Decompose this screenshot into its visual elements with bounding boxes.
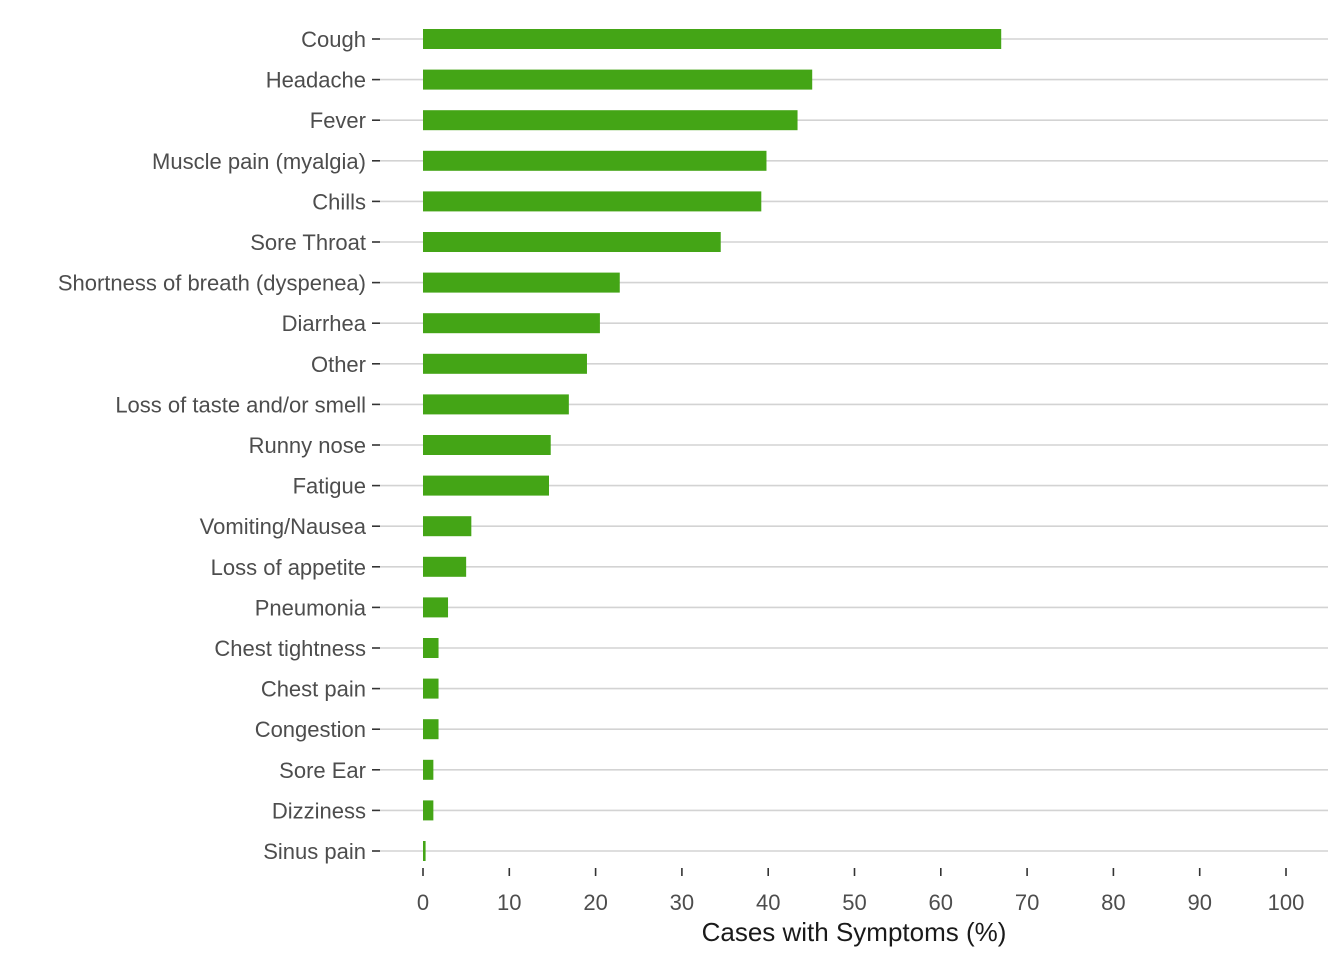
- x-tick-label: 20: [583, 890, 607, 915]
- category-label: Cough: [301, 27, 366, 52]
- category-label: Chills: [312, 189, 366, 214]
- category-label: Muscle pain (myalgia): [152, 149, 366, 174]
- x-tick-label: 80: [1101, 890, 1125, 915]
- bar: [423, 435, 551, 455]
- x-tick-label: 10: [497, 890, 521, 915]
- category-label: Sinus pain: [263, 839, 366, 864]
- bar: [423, 556, 467, 577]
- bar: [423, 678, 439, 699]
- bar: [423, 313, 600, 334]
- x-tick-label: 30: [670, 890, 694, 915]
- bar: [423, 150, 767, 171]
- x-axis: 0 10 20 30 40 50 60 70 80 90 100: [417, 868, 1304, 915]
- x-tick-label: 60: [929, 890, 953, 915]
- category-label: Fatigue: [293, 474, 366, 499]
- bar: [423, 597, 449, 618]
- bar: [423, 272, 620, 293]
- category-label: Diarrhea: [282, 311, 367, 336]
- category-label: Sore Ear: [279, 758, 366, 783]
- x-tick-label: 0: [417, 890, 429, 915]
- x-axis-title: Cases with Symptoms (%): [702, 917, 1007, 947]
- bar: [423, 638, 439, 658]
- x-tick-label: 100: [1268, 890, 1305, 915]
- bar: [423, 394, 569, 415]
- category-label: Vomiting/Nausea: [200, 514, 367, 539]
- category-label: Dizziness: [272, 798, 366, 823]
- bar: [423, 110, 798, 131]
- category-label: Other: [311, 352, 366, 377]
- y-axis: Cough Headache Fever Muscle pain (myalgia) C…: [58, 27, 380, 864]
- category-label: Runny nose: [249, 433, 366, 458]
- bar: [423, 719, 439, 740]
- bar: [423, 232, 721, 252]
- category-label: Sore Throat: [250, 230, 366, 255]
- bar: [423, 69, 813, 90]
- bar: [423, 29, 1002, 49]
- bars: [423, 29, 1002, 861]
- x-tick-label: 70: [1015, 890, 1039, 915]
- bar: [423, 800, 434, 821]
- category-label: Headache: [266, 68, 366, 93]
- bar: [423, 841, 426, 861]
- x-tick-label: 90: [1187, 890, 1211, 915]
- bar: [423, 191, 762, 212]
- category-label: Congestion: [255, 717, 366, 742]
- bar: [423, 475, 549, 496]
- x-tick-label: 50: [842, 890, 866, 915]
- category-label: Shortness of breath (dyspenea): [58, 271, 366, 296]
- bar: [423, 759, 434, 780]
- category-label: Pneumonia: [255, 595, 367, 620]
- bar: [423, 516, 472, 537]
- category-label: Loss of appetite: [211, 555, 366, 580]
- bar: [423, 353, 587, 374]
- category-label: Loss of taste and/or smell: [115, 392, 366, 417]
- category-label: Chest pain: [261, 677, 366, 702]
- category-label: Fever: [310, 108, 366, 133]
- category-label: Chest tightness: [214, 636, 366, 661]
- x-tick-label: 40: [756, 890, 780, 915]
